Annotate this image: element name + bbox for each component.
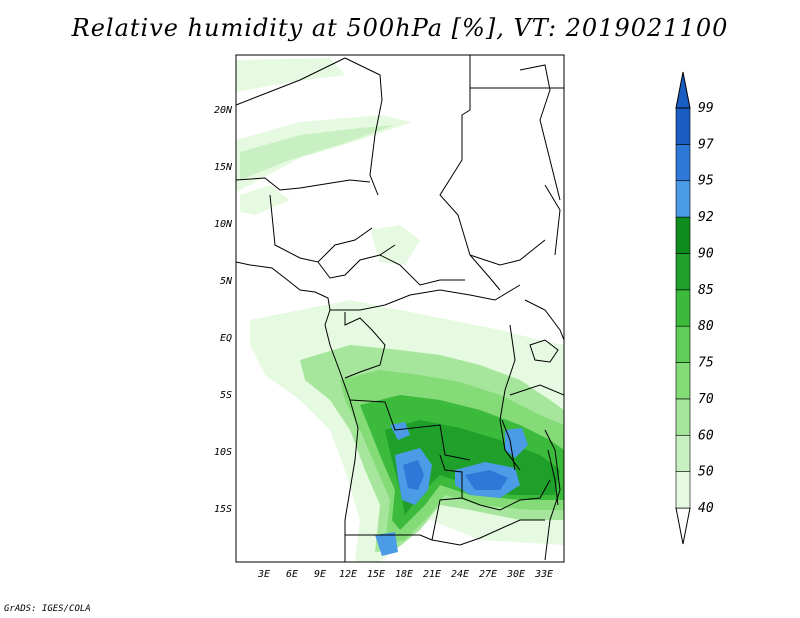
border-mali-niger [236,177,371,191]
colorbar: 40 50 60 70 75 80 85 90 92 95 97 99 [675,71,714,545]
border-angola-namibia [345,534,433,541]
lon-tick-label: 24E [451,569,469,580]
border-car-drc [330,284,521,311]
humidity-shading [236,58,564,562]
colorbar-segment [675,362,691,400]
border-algeria-niger [236,57,346,106]
colorbar-level-label: 99 [698,101,714,116]
credit-label: GrADS: IGES/COLA [4,604,91,614]
border-chad-sudan [439,55,501,291]
red-sea-coast [519,64,561,201]
border-drc-east [499,324,521,471]
lat-tick-label: 5S [220,390,232,401]
colorbar-level-label: 60 [698,428,714,443]
border-mozambique [544,429,561,561]
lon-tick-label: 6E [286,569,298,580]
lon-axis: 3E 6E 9E 12E 15E 18E 21E 24E 27E 30E 33E [257,569,553,580]
border-angola-zambia [431,454,463,541]
colorbar-segment [675,253,691,291]
border-uganda-kenya [524,299,564,341]
rh-core-95-e [375,532,398,556]
colorbar-segment [675,180,691,218]
rh-band-40-west [240,185,290,215]
map-title: Relative humidity at 500hPa [%], VT: 201… [71,14,729,42]
lon-tick-label: 27E [479,569,497,580]
lon-tick-label: 30E [506,569,525,580]
colorbar-level-label: 90 [698,246,714,261]
colorbar-lower-cap [675,507,691,545]
rh-core-97-a [403,460,424,490]
rh-band-50-sahel [240,125,395,180]
colorbar-level-label: 75 [698,356,714,371]
lon-tick-label: 18E [395,569,413,580]
colorbar-segment [675,471,691,509]
lon-tick-label: 33E [534,569,553,580]
colorbar-level-label: 97 [698,137,714,152]
lat-tick-label: 20N [214,105,233,116]
lon-tick-label: 9E [314,569,326,580]
rh-band-40-north [236,58,345,92]
border-zambia [461,479,551,511]
border-drc-angola [349,399,471,461]
lon-tick-label: 15E [367,569,385,580]
border-nigeria-cameroon [317,244,396,279]
lake-victoria [529,339,559,363]
colorbar-segment [675,434,691,472]
lat-tick-label: 15S [214,504,232,515]
colorbar-level-label: 85 [698,283,714,298]
colorbar-segment [675,216,691,254]
border-zambia-zimbabwe [431,519,545,546]
lake-malawi [547,449,559,506]
colorbar-segment [675,289,691,327]
lat-tick-label: 15N [214,162,233,173]
lon-tick-label: 3E [257,569,270,580]
colorbar-level-label: 40 [698,501,714,516]
country-boundaries [236,55,564,562]
colorbar-segment [675,144,691,182]
border-niger-libya [344,57,383,196]
lat-tick-label: EQ [220,333,232,344]
lat-tick-label: 10N [214,219,233,230]
lat-tick-label: 5N [220,276,233,287]
colorbar-upper-cap [675,71,691,109]
rh-core-95-d [390,422,410,440]
colorbar-segment [675,107,691,145]
border-tanzania [509,384,564,396]
border-southsudan [469,239,546,266]
colorbar-segment [675,398,691,436]
border-congo [344,312,386,379]
coastline-west [236,261,359,562]
lon-tick-label: 21E [423,569,441,580]
border-sudan-eritrea [544,184,561,256]
lake-tanganyika [501,419,516,471]
colorbar-level-label: 50 [698,465,714,480]
map-frame [235,54,565,563]
colorbar-level-label: 95 [698,174,714,189]
colorbar-level-label: 80 [698,319,714,334]
lat-axis: 20N 15N 10N 5N EQ 5S 10S 15S [214,105,233,515]
rh-core-95-c [505,428,528,458]
colorbar-segment [675,325,691,363]
colorbar-level-label: 92 [698,210,714,225]
colorbar-level-label: 70 [698,392,714,407]
lat-tick-label: 10S [214,447,232,458]
border-nigeria [269,194,373,263]
border-chad-car [379,254,465,286]
lon-tick-label: 12E [339,569,357,580]
rh-core-97-b [465,470,508,490]
